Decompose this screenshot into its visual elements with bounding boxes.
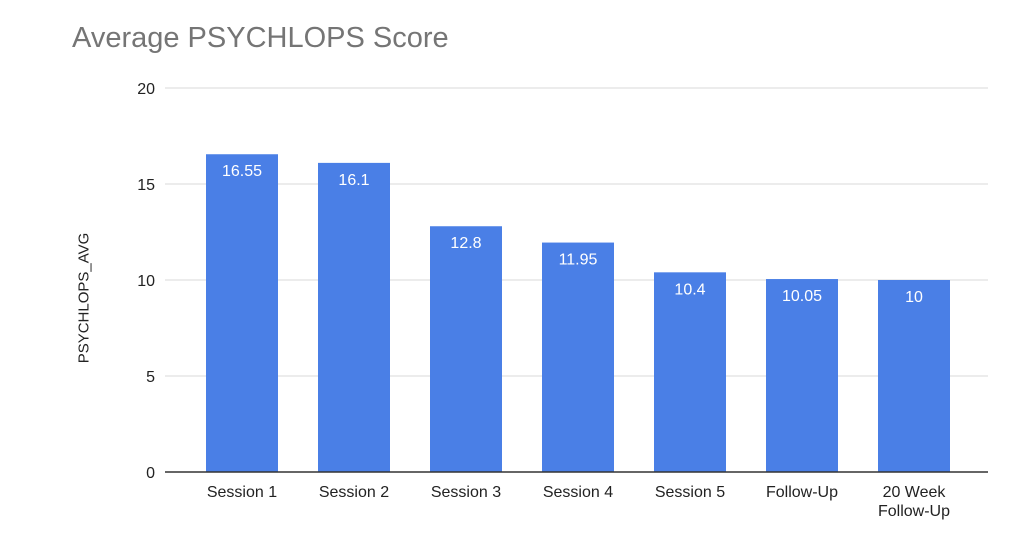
x-tick-label: Follow-Up [766, 484, 838, 501]
data-label: 16.55 [222, 163, 262, 180]
y-tick-label: 0 [146, 465, 155, 482]
data-label: 12.8 [450, 235, 481, 252]
bar [542, 242, 614, 472]
x-tick-label: 20 Week [883, 484, 947, 501]
bar [766, 279, 838, 472]
x-tick-label: Session 2 [319, 484, 389, 501]
x-tick-label: Session 5 [655, 484, 725, 501]
data-label: 10.05 [782, 288, 822, 305]
bar [430, 226, 502, 472]
data-label: 16.1 [338, 172, 369, 189]
x-tick-label: Session 1 [207, 484, 277, 501]
x-tick-label: Session 4 [543, 484, 613, 501]
bar [318, 162, 390, 472]
bar [654, 272, 726, 472]
y-tick-label: 15 [137, 177, 155, 194]
data-label: 11.95 [559, 252, 598, 269]
x-tick-label: Session 3 [431, 484, 501, 501]
bar [878, 280, 950, 472]
y-tick-label: 5 [146, 369, 155, 386]
chart-title: Average PSYCHLOPS Score [72, 22, 449, 54]
data-label: 10 [905, 289, 923, 306]
x-tick-label: Follow-Up [878, 503, 950, 520]
data-label: 10.4 [674, 281, 705, 298]
y-tick-label: 20 [137, 81, 155, 98]
y-tick-label: 10 [137, 273, 155, 290]
bar [206, 154, 278, 473]
